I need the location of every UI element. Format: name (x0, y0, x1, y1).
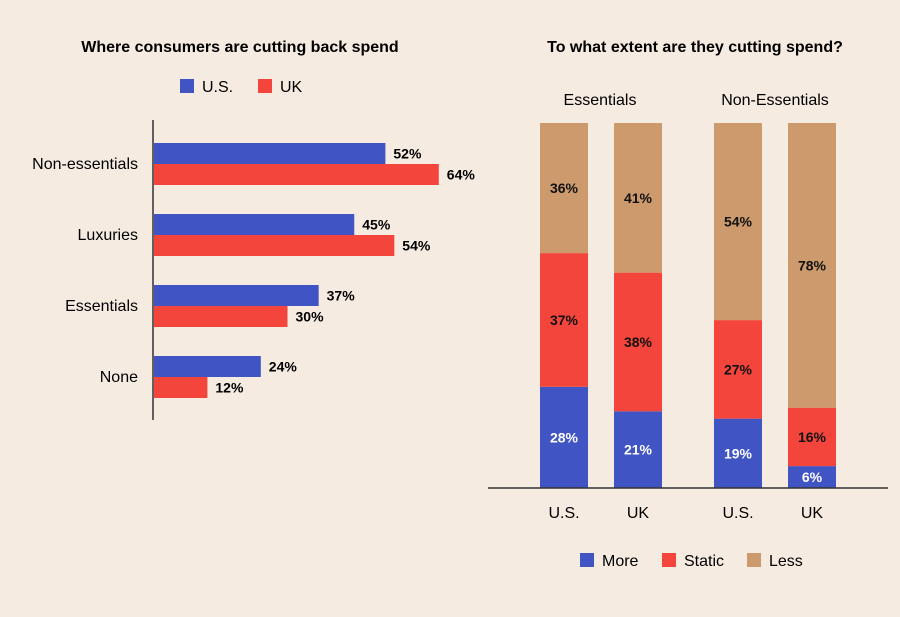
segment-non-essentials-u-s-more (714, 418, 762, 488)
segment-label-essentials-u-s-static: 37% (550, 312, 579, 328)
value-label-uk-none: 12% (215, 380, 244, 396)
segment-essentials-uk-static (614, 272, 662, 412)
legend-swatch-us (180, 79, 194, 93)
right-chart-title: To what extent are they cutting spend? (547, 39, 843, 56)
left-bars: Non-essentials 52% 64% Luxuries 45% 54% Essent… (32, 143, 475, 398)
group-label-essentials: Essentials (564, 92, 637, 109)
bar-u-s-none (154, 356, 261, 377)
legend-label-uk: UK (280, 79, 303, 96)
legend-swatch-uk (258, 79, 272, 93)
bar-u-s-luxuries (154, 214, 355, 235)
segment-label-non-essentials-uk-more: 6% (802, 469, 823, 485)
value-label-u-s-luxuries: 45% (362, 217, 391, 233)
segment-label-non-essentials-u-s-less: 54% (724, 214, 753, 230)
segment-label-non-essentials-uk-less: 78% (798, 257, 827, 273)
left-legend: U.S. UK (180, 79, 303, 96)
segment-label-essentials-u-s-more: 28% (550, 429, 579, 445)
x-tick-label-essentials-u-s: U.S. (548, 505, 579, 522)
bar-uk-essentials (154, 306, 288, 327)
segment-non-essentials-uk-more (788, 466, 836, 488)
category-label-non-essentials: Non-essentials (32, 156, 138, 173)
bar-uk-luxuries (154, 235, 395, 256)
value-label-uk-luxuries: 54% (402, 238, 431, 254)
right-legend: More Static Less (580, 553, 803, 570)
x-tick-label-non-essentials-u-s: U.S. (722, 505, 753, 522)
segment-label-non-essentials-u-s-static: 27% (724, 361, 753, 377)
category-label-luxuries: Luxuries (78, 227, 138, 244)
bar-u-s-non-essentials (154, 143, 386, 164)
bar-u-s-essentials (154, 285, 319, 306)
segment-non-essentials-uk-less (788, 123, 836, 408)
segment-essentials-u-s-more (540, 386, 588, 488)
legend-label-less: Less (769, 553, 803, 570)
x-tick-label-essentials-uk: UK (627, 505, 650, 522)
bar-uk-none (154, 377, 208, 398)
value-label-u-s-essentials: 37% (327, 288, 356, 304)
segment-label-essentials-uk-less: 41% (624, 190, 653, 206)
legend-swatch-more (580, 553, 594, 567)
category-label-none: None (100, 369, 138, 386)
value-label-uk-non-essentials: 64% (447, 167, 476, 183)
segment-essentials-uk-more (614, 411, 662, 488)
segment-label-essentials-u-s-less: 36% (550, 180, 579, 196)
segment-label-non-essentials-u-s-more: 19% (724, 445, 753, 461)
legend-label-more: More (602, 553, 639, 570)
segment-non-essentials-u-s-less (714, 123, 762, 321)
bar-uk-non-essentials (154, 164, 439, 185)
segment-label-essentials-uk-more: 21% (624, 442, 653, 458)
group-label-non-essentials: Non-Essentials (721, 92, 829, 109)
value-label-uk-essentials: 30% (296, 309, 325, 325)
value-label-u-s-non-essentials: 52% (393, 146, 422, 162)
segment-essentials-u-s-static (540, 253, 588, 387)
value-label-u-s-none: 24% (269, 359, 298, 375)
segment-essentials-uk-less (614, 123, 662, 273)
segment-label-non-essentials-uk-static: 16% (798, 429, 827, 445)
segment-non-essentials-u-s-static (714, 320, 762, 419)
legend-label-us: U.S. (202, 79, 233, 96)
legend-label-static: Static (684, 553, 724, 570)
segment-non-essentials-uk-static (788, 407, 836, 467)
category-label-essentials: Essentials (65, 298, 138, 315)
legend-swatch-static (662, 553, 676, 567)
left-chart-title: Where consumers are cutting back spend (81, 39, 398, 56)
segment-label-essentials-uk-static: 38% (624, 334, 653, 350)
x-tick-label-non-essentials-uk: UK (801, 505, 824, 522)
segment-essentials-u-s-less (540, 123, 588, 254)
legend-swatch-less (747, 553, 761, 567)
right-bars: 28% 37% 36% U.S. 21% 38% 41% UK 19% 27% 54% U.S. 6% 1… (540, 123, 836, 522)
